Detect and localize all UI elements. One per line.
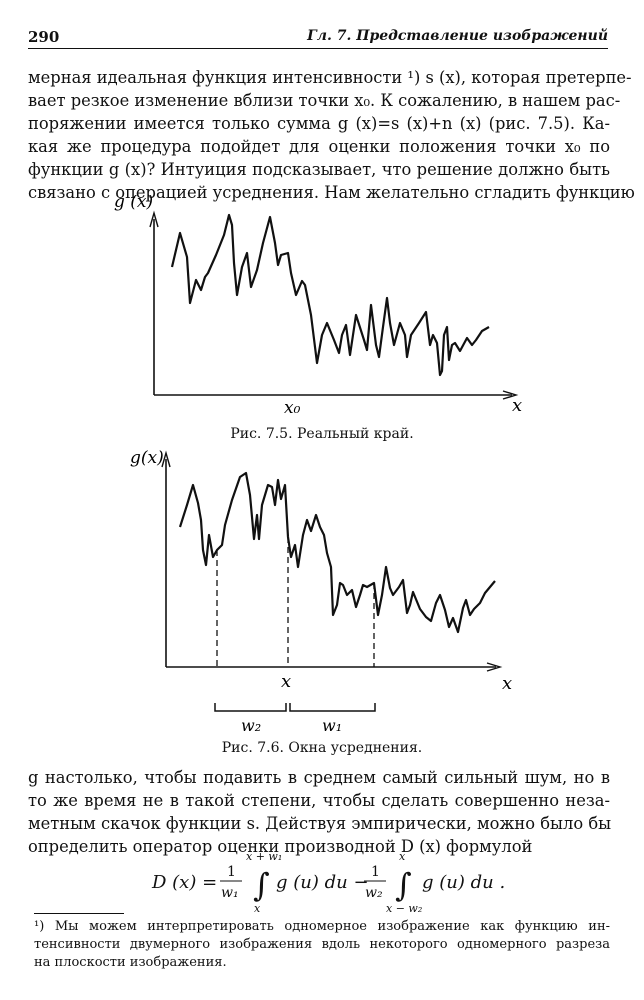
- text-line: мерная идеальная функция интенсивности ¹…: [28, 68, 632, 87]
- figure-7-5-caption: Рис. 7.5. Реальный край.: [230, 426, 414, 442]
- derivative-formula: D (x) = 1 w₁ x + w₁ ∫ x g (u) du − 1 w₂ …: [151, 850, 505, 915]
- signal-curve: [170, 213, 490, 377]
- footnote-line: тенсивности двумерного изображения вдоль…: [34, 937, 610, 952]
- paragraph-1: мерная идеальная функция интенсивности ¹…: [28, 66, 635, 204]
- page-number: 290: [28, 28, 60, 46]
- signal-curve: [178, 471, 496, 634]
- footnote-line: ¹) Мы можем интерпретировать одномерное …: [34, 919, 610, 934]
- paragraph-2: g настолько, чтобы подавить в среднем са…: [28, 766, 612, 858]
- text-line: функции g (x)? Интуиция подсказывает, чт…: [28, 160, 610, 179]
- integral-1-sign: ∫: [253, 866, 270, 904]
- fraction-2-numerator: 1: [371, 864, 380, 880]
- text-line: то же время не в такой степени, чтобы сд…: [28, 791, 610, 810]
- header-rule: [28, 48, 608, 49]
- x-axis-label: x: [512, 395, 522, 416]
- fraction-2-denominator: w₂: [365, 885, 383, 901]
- page-header: 290 Гл. 7. Представление изображений: [28, 28, 608, 48]
- y-axis-label: g(x): [130, 448, 164, 468]
- x-mark-label: x: [281, 671, 291, 692]
- fraction-1-denominator: w₁: [221, 885, 239, 901]
- x0-label: x₀: [284, 398, 301, 418]
- text-line: определить оператор оценки производной D…: [28, 837, 533, 856]
- formula-lhs: D (x) =: [151, 872, 217, 893]
- y-axis-arrow: [149, 210, 159, 228]
- y-axis-label: g (x): [114, 195, 153, 212]
- integral-2-sign: ∫: [395, 866, 412, 904]
- integral-1-lower: x: [254, 902, 261, 915]
- w1-bracket: [289, 703, 376, 712]
- w2-label: w₂: [241, 716, 261, 735]
- y-axis-arrow: [161, 450, 171, 468]
- text-line: кая же процедура подойдет для оценки пол…: [28, 137, 610, 156]
- running-title: Гл. 7. Представление изображений: [307, 28, 608, 44]
- x-axis-arrow: [486, 662, 503, 672]
- w1-label: w₁: [322, 716, 342, 735]
- text-line: связано с операцией усреднения. Нам жела…: [28, 183, 635, 202]
- figure-7-6-caption: Рис. 7.6. Окна усреднения.: [221, 740, 423, 756]
- text-line: вает резкое изменение вблизи точки x₀. К…: [28, 91, 621, 110]
- w2-bracket: [214, 703, 287, 712]
- fraction-1-numerator: 1: [227, 864, 236, 880]
- integral-1-upper: x + w₁: [246, 850, 282, 863]
- integral-2-lower: x − w₂: [386, 902, 422, 915]
- footnote-line: на плоскости изображения.: [34, 955, 227, 970]
- integrand-1: g (u) du −: [276, 872, 369, 893]
- footnote-rule: [34, 913, 124, 914]
- figure-7-5: g (x) x x₀: [114, 195, 522, 418]
- x-axis-arrow: [502, 390, 519, 400]
- footnote: ¹) Мы можем интерпретировать одномерное …: [34, 918, 610, 972]
- text-line: метным скачок функции s. Действуя эмпири…: [28, 814, 612, 833]
- text-line: g настолько, чтобы подавить в среднем са…: [28, 768, 610, 787]
- x-axis-label: x: [502, 673, 512, 694]
- integral-2-upper: x: [399, 850, 406, 863]
- figure-7-6: g(x) x x w₂ w₁: [130, 448, 512, 735]
- integrand-2: g (u) du .: [422, 872, 505, 893]
- text-line: поряжении имеется только сумма g (x)=s (…: [28, 114, 610, 133]
